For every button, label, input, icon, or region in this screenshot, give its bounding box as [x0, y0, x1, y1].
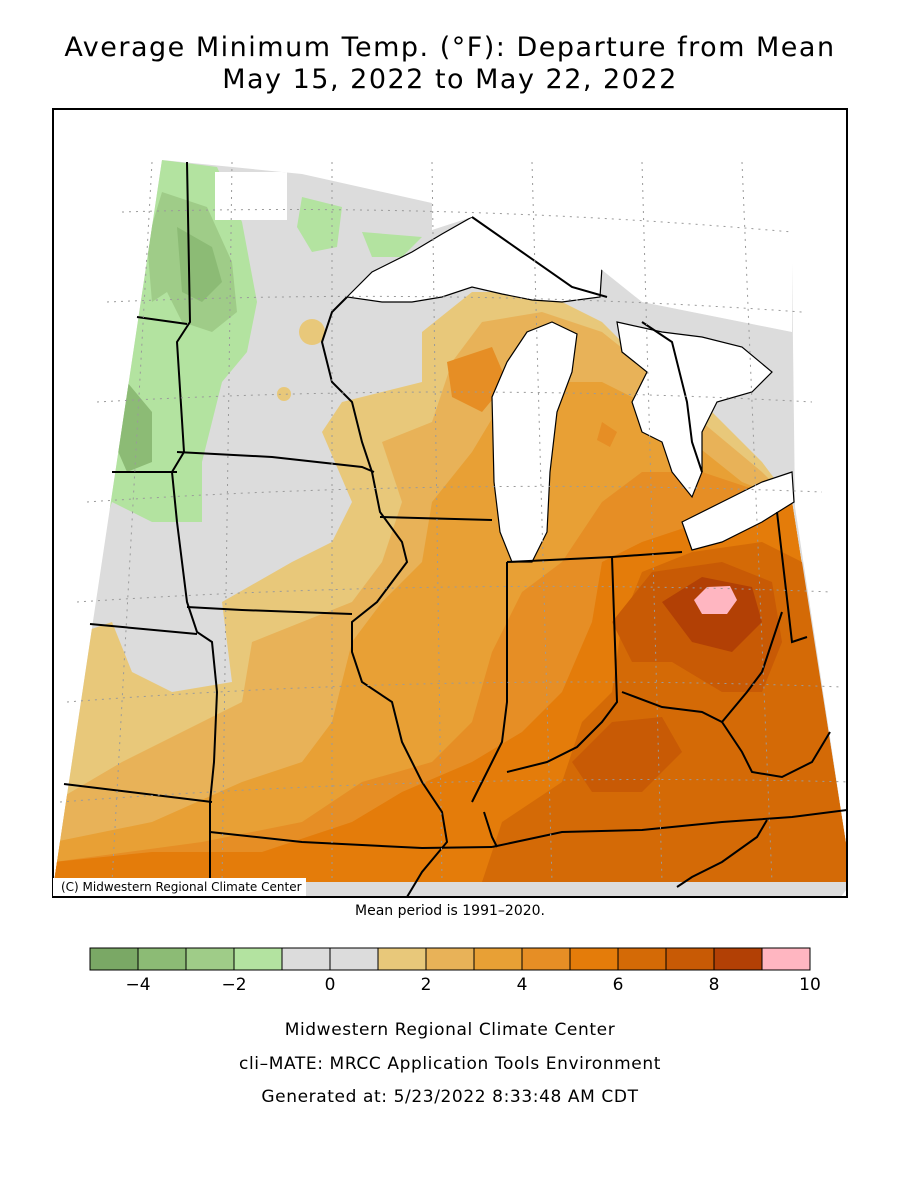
border-iowa-missouri	[186, 606, 353, 615]
colorbar	[89, 947, 811, 971]
border-mo-ark	[209, 831, 493, 850]
border-mississippi-river	[320, 296, 449, 896]
lake-erie	[681, 471, 795, 551]
border-wi-il	[379, 516, 493, 521]
colorbar-tick-label: 8	[708, 975, 720, 995]
copyright-label: (C) Midwestern Regional Climate Center	[53, 878, 306, 896]
map-canvas	[54, 110, 846, 896]
border-mn-iowa	[176, 451, 375, 473]
colorbar-swatch	[713, 947, 763, 971]
footer-organization: Midwestern Regional Climate Center	[284, 1020, 616, 1040]
map-panel	[52, 108, 848, 898]
border-in-mi	[506, 556, 613, 563]
chart-date-range: May 15, 2022 to May 22, 2022	[222, 64, 678, 95]
colorbar-swatch	[425, 947, 475, 971]
warm-region-7b	[572, 717, 682, 792]
colorbar-swatch	[761, 947, 811, 971]
canada-land	[432, 110, 792, 332]
border-wi-mi	[471, 216, 608, 298]
border-dakotas-minnesota	[170, 161, 219, 896]
colorbar-tick-label: 2	[420, 975, 432, 995]
colorbar-tick-label: −2	[221, 975, 247, 995]
great-lakes	[345, 110, 795, 563]
colorbar-swatch	[521, 947, 571, 971]
colorbar-swatch	[89, 947, 139, 971]
border-nd-sd	[136, 316, 188, 325]
colorbar-swatch	[281, 947, 331, 971]
footer-application: cli–MATE: MRCC Application Tools Environ…	[239, 1054, 661, 1074]
border-ks-ne	[63, 783, 213, 803]
graticule	[59, 161, 846, 883]
border-in-oh	[506, 556, 619, 773]
colorbar-swatch	[473, 947, 523, 971]
border-oh-pa	[776, 511, 808, 644]
colorbar-swatch	[617, 947, 667, 971]
colorbar-tick-label: 6	[612, 975, 624, 995]
warm-region-8	[662, 577, 762, 652]
colorbar-tick-label: 10	[799, 975, 821, 995]
colorbar-swatch	[137, 947, 187, 971]
colorbar-tick-label: −4	[125, 975, 151, 995]
footer-generated-at: Generated at: 5/23/2022 8:33:48 AM CDT	[261, 1087, 639, 1107]
colorbar-swatch	[665, 947, 715, 971]
warm-region-peak	[694, 586, 737, 614]
mean-period-note: Mean period is 1991–2020.	[355, 903, 545, 919]
border-il-in	[471, 562, 508, 803]
colorbar-swatch	[185, 947, 235, 971]
colorbar-swatch	[233, 947, 283, 971]
lake-michigan	[491, 321, 578, 563]
colorbar-swatch	[569, 947, 619, 971]
colorbar-swatch	[329, 947, 379, 971]
colorbar-swatch	[377, 947, 427, 971]
colorbar-tick-label: 4	[516, 975, 528, 995]
colorbar-tick-label: 0	[324, 975, 336, 995]
colorbar-tick-labels: −4 −2 0 2 4 6 8 10	[0, 975, 900, 995]
cool-region-lakehead-2	[362, 232, 422, 257]
cool-region-lakehead	[297, 197, 342, 252]
chart-title: Average Minimum Temp. (°F): Departure fr…	[64, 32, 836, 63]
